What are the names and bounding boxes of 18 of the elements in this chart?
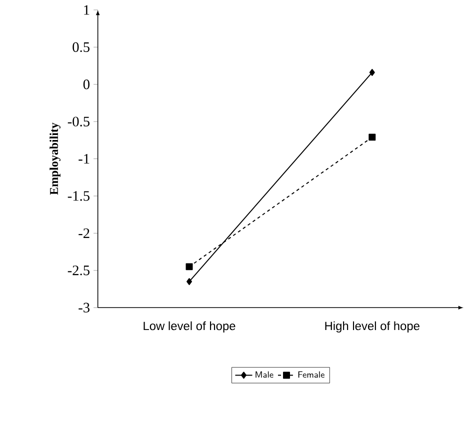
y-tick-label: -1 [78,154,90,164]
point [186,263,193,270]
y-tick-label: -0.5 [68,116,90,126]
point [186,278,192,285]
legend-label: Female [298,371,324,378]
point [368,134,376,141]
y-tick-label: 1 [84,5,90,15]
x-tick-label: Low level of hope [144,321,236,332]
y-tick-label: -3 [78,302,90,312]
y-tick-label: -1.5 [68,191,90,201]
y-tick-label: 0.5 [72,42,90,52]
y-tick-label: 0 [83,79,90,90]
y-tick-label: -2.5 [68,265,90,276]
x-tick-label: High level of hope [325,321,420,332]
y-axis-title: Employability [50,122,60,195]
y-tick-label: -2 [78,228,90,238]
legend-label: Male [256,371,274,378]
point [369,68,375,76]
